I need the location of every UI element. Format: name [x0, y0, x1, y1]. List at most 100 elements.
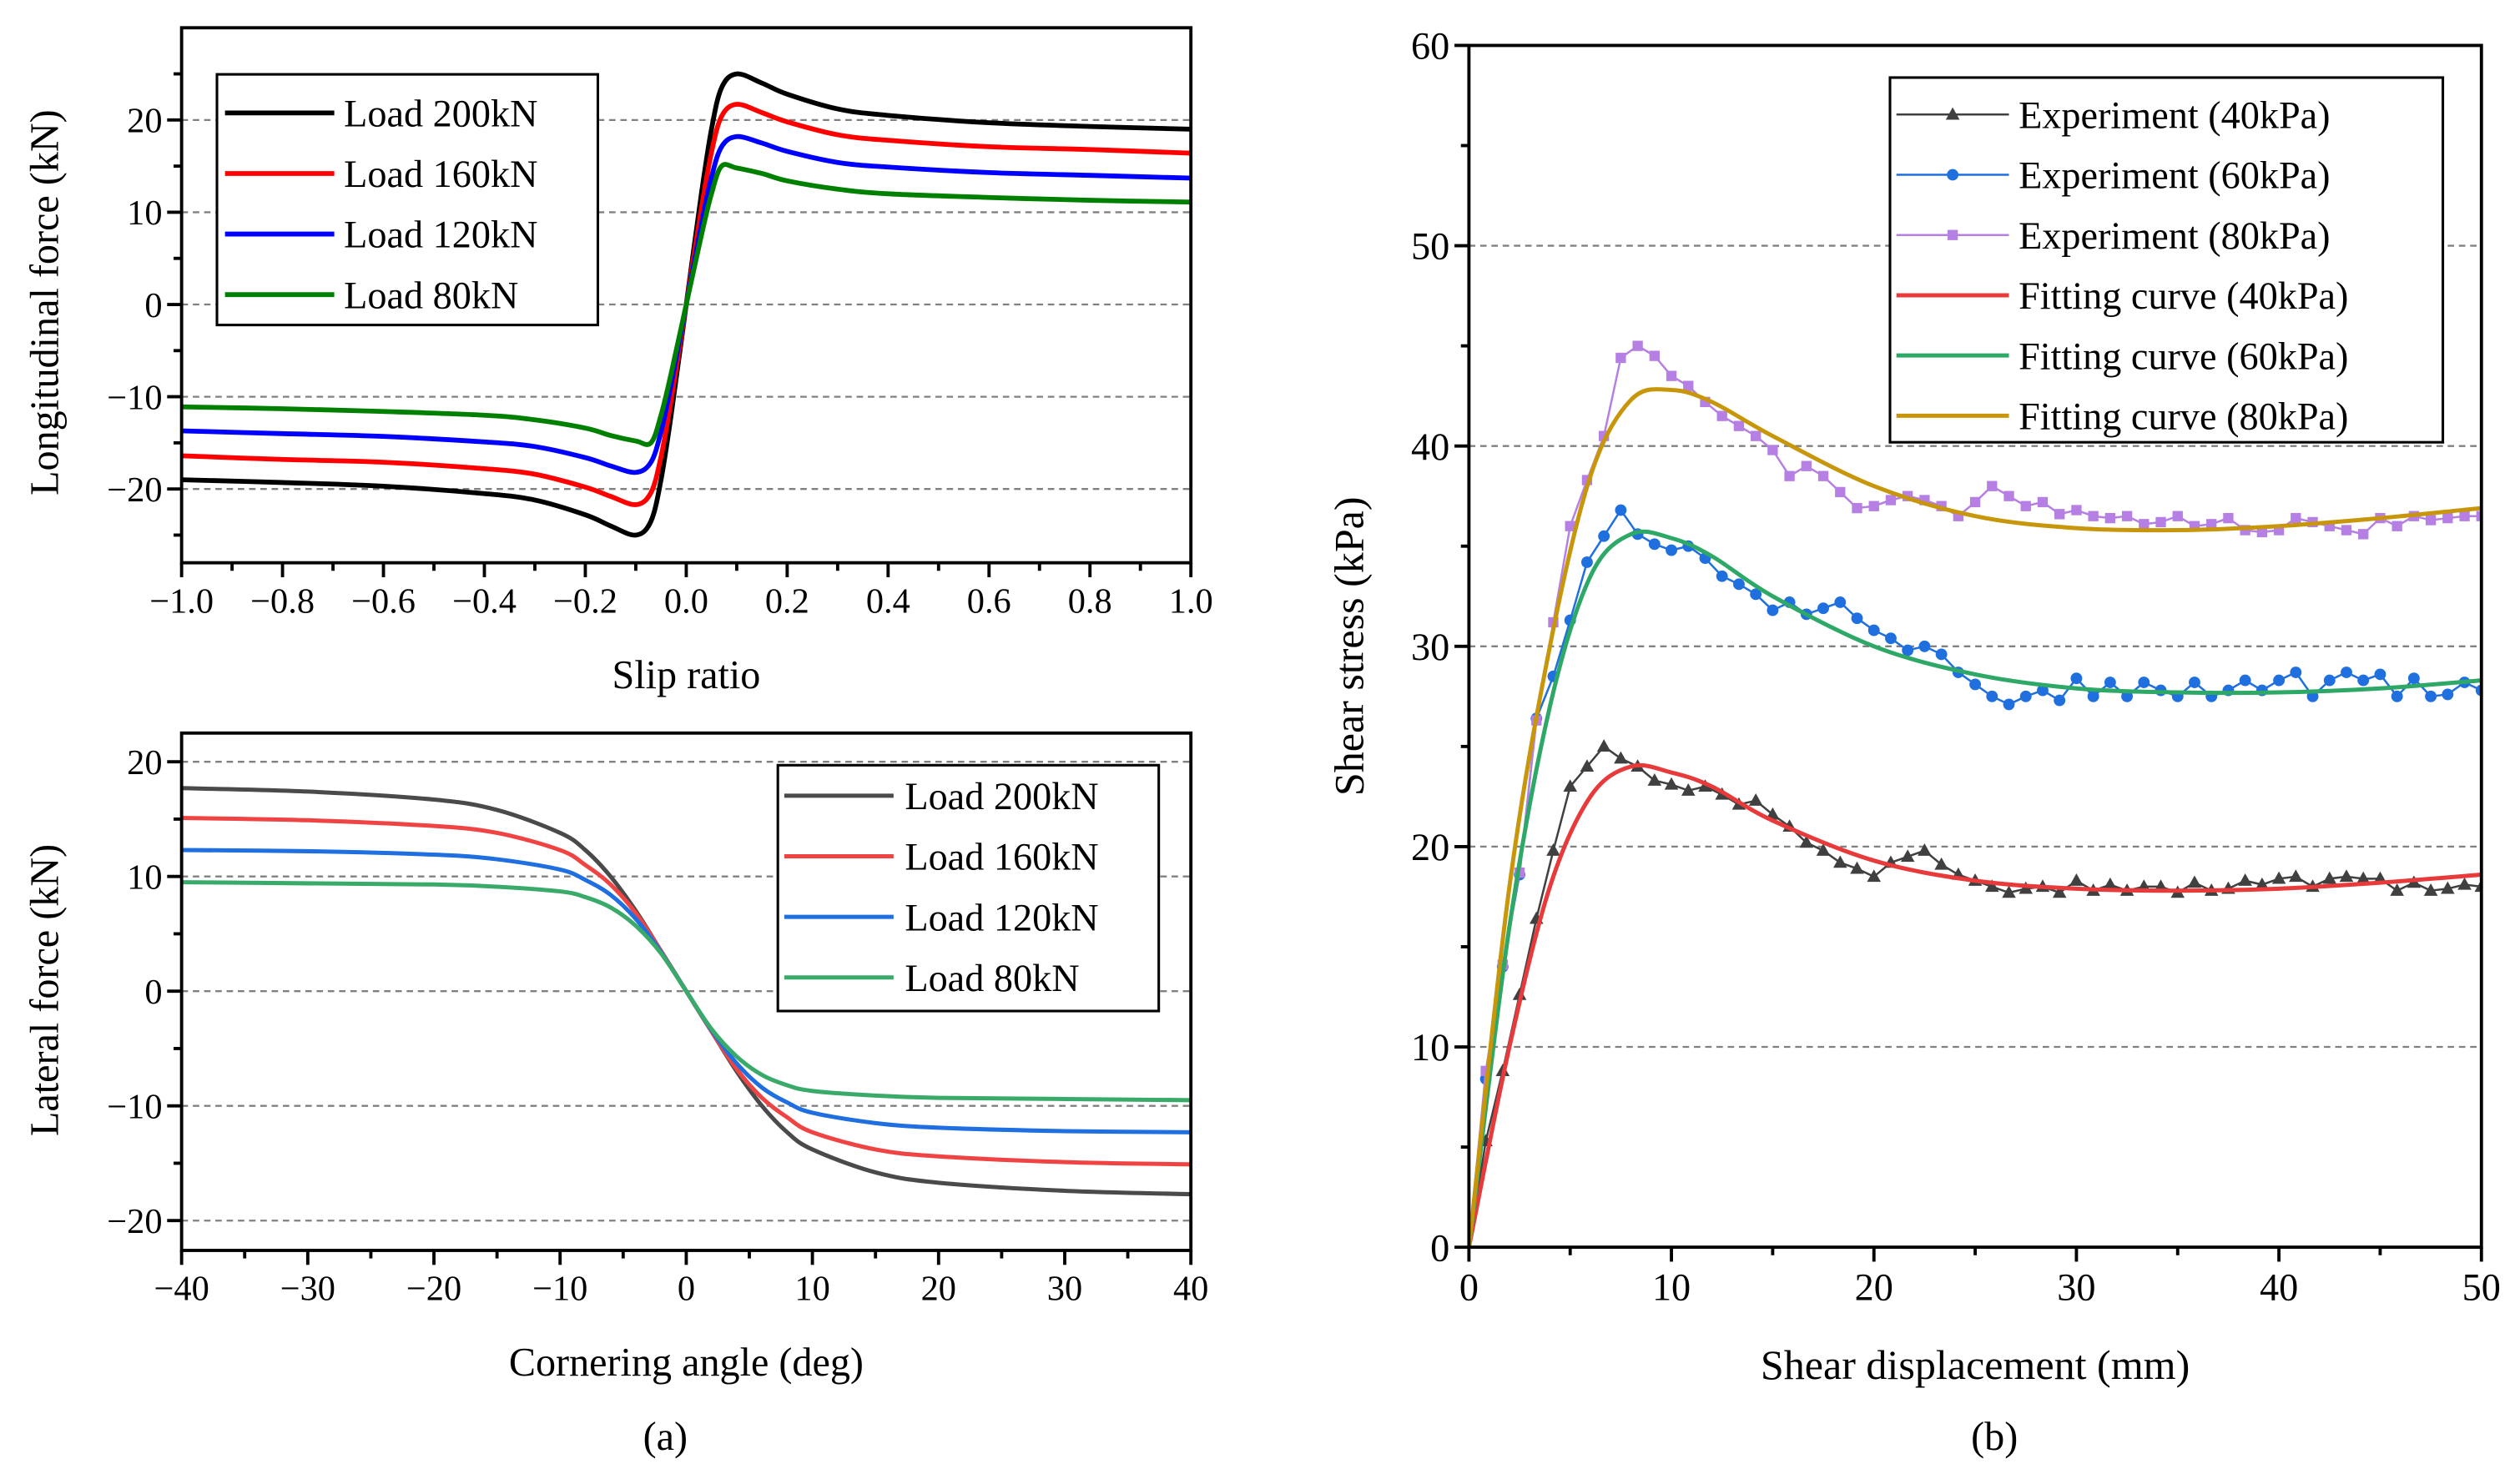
- legend-marker-circle: [1947, 169, 1959, 181]
- data-point-circle: [2003, 698, 2015, 711]
- data-point-triangle: [1918, 843, 1932, 856]
- series-line: [1469, 387, 2482, 1248]
- legend-label: Load 120kN: [905, 896, 1098, 938]
- data-point-square: [1784, 470, 1795, 481]
- data-point-triangle: [2069, 873, 2084, 886]
- x-axis-label: Cornering angle (deg): [509, 1341, 864, 1385]
- data-point-square: [2476, 511, 2482, 521]
- legend: Load 200kN Load 160kN Load 120kN Load 80kN: [215, 73, 600, 327]
- data-point-circle: [1615, 504, 1627, 516]
- data-point-square: [2104, 512, 2116, 524]
- y-tick-label: 20: [1411, 826, 1449, 868]
- legend-label: Experiment (40kPa): [2019, 93, 2331, 136]
- x-tick-label: 10: [794, 1270, 829, 1309]
- data-point-square: [1801, 460, 1812, 471]
- x-tick-label: −40: [154, 1270, 209, 1309]
- data-point-circle: [2138, 677, 2150, 688]
- x-tick-label: −10: [532, 1270, 587, 1309]
- legend-item: Load 80kN: [224, 274, 518, 316]
- legend-item: Fitting curve (60kPa): [1896, 335, 2348, 377]
- data-point-circle: [1986, 690, 1998, 702]
- data-point-circle: [2442, 688, 2454, 701]
- x-tick-label: 20: [921, 1270, 956, 1309]
- y-tick-label: 30: [1411, 626, 1449, 668]
- data-point-square: [2442, 512, 2453, 524]
- data-point-square: [1817, 470, 1829, 481]
- data-point-circle: [1867, 624, 1880, 636]
- data-point-circle: [1817, 602, 1830, 615]
- data-point-triangle: [1664, 777, 1679, 790]
- data-point-square: [2459, 511, 2470, 521]
- x-tick-label: 0: [1459, 1266, 1479, 1309]
- legend-label: Load 80kN: [905, 957, 1079, 999]
- data-point-circle: [1918, 640, 1931, 652]
- data-point-triangle: [2187, 875, 2202, 888]
- x-tick-label: 0.2: [765, 581, 809, 621]
- legend-label: Fitting curve (40kPa): [2019, 274, 2348, 317]
- y-tick-label: 0: [144, 973, 162, 1012]
- y-tick-label: 20: [127, 102, 162, 141]
- data-point-circle: [1716, 570, 1728, 582]
- data-point-triangle: [2271, 871, 2286, 884]
- panel-label-b: (b): [1971, 1415, 2018, 1459]
- data-point-triangle: [1766, 807, 1780, 820]
- series-line: [181, 162, 1192, 447]
- data-point-square: [2121, 511, 2133, 521]
- legend-label: Load 80kN: [344, 274, 518, 316]
- legend-label: Experiment (60kPa): [2019, 154, 2331, 197]
- legend: Experiment (40kPa) Experiment (60kPa) Expe…: [1888, 76, 2445, 444]
- data-point-triangle: [2002, 885, 2016, 898]
- data-point-triangle: [1681, 783, 1696, 796]
- data-point-circle: [1767, 604, 1779, 616]
- series-line: [1469, 762, 2482, 1248]
- data-point-circle: [2391, 690, 2403, 702]
- data-point-triangle: [2339, 869, 2354, 883]
- x-tick-label: −0.8: [250, 581, 315, 621]
- data-point-triangle: [2322, 871, 2337, 884]
- x-tick-label: −0.4: [452, 581, 517, 621]
- legend-marker-square: [1947, 229, 1958, 240]
- data-point-circle: [1969, 678, 1982, 691]
- data-point-square: [1987, 480, 1998, 491]
- legend-item: Experiment (60kPa): [1896, 154, 2331, 197]
- data-point-square: [2139, 519, 2150, 530]
- data-point-triangle: [1850, 861, 1864, 874]
- data-point-triangle: [2255, 877, 2270, 890]
- data-point-triangle: [1799, 835, 1814, 848]
- data-point-square: [2037, 496, 2049, 508]
- y-tick-label: 0: [1430, 1226, 1449, 1269]
- data-point-square: [2391, 521, 2402, 531]
- x-tick-label: −30: [280, 1270, 335, 1309]
- data-point-circle: [1733, 578, 1745, 591]
- data-point-square: [1666, 370, 1677, 381]
- data-point-square: [2088, 511, 2099, 521]
- data-point-square: [2358, 529, 2369, 540]
- legend-item: Load 160kN: [784, 836, 1099, 878]
- data-point-circle: [1750, 588, 1762, 601]
- x-tick-label: 0.6: [967, 581, 1011, 621]
- legend-label: Load 120kN: [344, 214, 537, 256]
- legend-label: Load 160kN: [344, 153, 537, 195]
- legend-item: Fitting curve (80kPa): [1896, 395, 2348, 438]
- data-point-circle: [1902, 644, 1914, 656]
- data-point-circle: [2290, 667, 2302, 678]
- data-point-square: [2071, 505, 2082, 516]
- data-point-circle: [2341, 667, 2352, 678]
- y-tick-label: 20: [127, 743, 162, 782]
- legend-label: Load 160kN: [905, 836, 1098, 878]
- plot-area: [181, 71, 1192, 538]
- data-point-circle: [2239, 674, 2251, 687]
- data-point-square: [2003, 490, 2014, 501]
- data-point-circle: [2019, 690, 2032, 702]
- lateral-force-chart: −40 −30 −20 −10 0 10 20 30 40 −20 −10 0 10 20 Cornerin…: [23, 731, 1208, 1385]
- data-point-circle: [1834, 596, 1847, 608]
- x-tick-label: −1.0: [149, 581, 214, 621]
- data-point-triangle: [1867, 869, 1882, 883]
- x-tick-label: 1.0: [1169, 581, 1213, 621]
- data-point-square: [1632, 340, 1643, 351]
- data-point-triangle: [2238, 873, 2252, 886]
- data-point-circle: [1581, 556, 1593, 568]
- y-tick-label: −10: [107, 1088, 162, 1127]
- data-point-square: [2054, 509, 2065, 520]
